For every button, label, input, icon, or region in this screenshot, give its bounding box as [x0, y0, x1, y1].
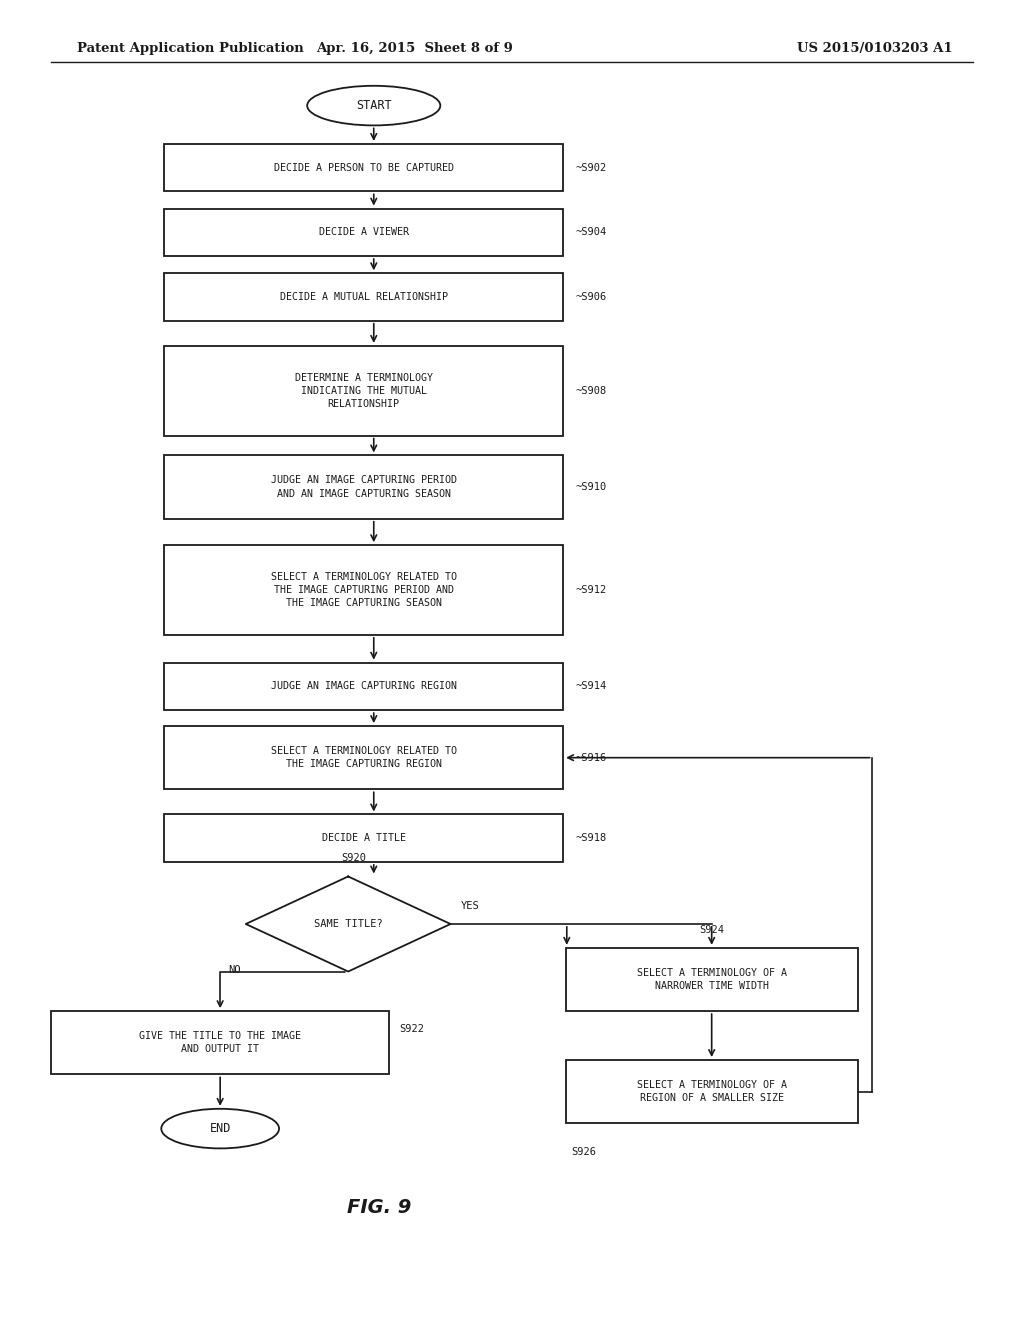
Text: SELECT A TERMINOLOGY RELATED TO
THE IMAGE CAPTURING REGION: SELECT A TERMINOLOGY RELATED TO THE IMAG… [270, 746, 457, 770]
Ellipse shape [307, 86, 440, 125]
Text: S922: S922 [399, 1024, 424, 1035]
Text: SELECT A TERMINOLOGY OF A
REGION OF A SMALLER SIZE: SELECT A TERMINOLOGY OF A REGION OF A SM… [637, 1080, 786, 1104]
Text: ~S906: ~S906 [575, 292, 607, 302]
FancyBboxPatch shape [164, 273, 563, 321]
FancyBboxPatch shape [164, 663, 563, 710]
FancyBboxPatch shape [565, 1060, 857, 1123]
FancyBboxPatch shape [164, 144, 563, 191]
Text: S920: S920 [341, 853, 366, 863]
Text: ~S904: ~S904 [575, 227, 607, 238]
Text: ~S910: ~S910 [575, 482, 607, 492]
Text: END: END [210, 1122, 230, 1135]
Text: ~S914: ~S914 [575, 681, 607, 692]
Text: GIVE THE TITLE TO THE IMAGE
AND OUTPUT IT: GIVE THE TITLE TO THE IMAGE AND OUTPUT I… [139, 1031, 301, 1055]
Text: ~S912: ~S912 [575, 585, 607, 595]
Text: Patent Application Publication: Patent Application Publication [77, 42, 303, 55]
Text: ~S916: ~S916 [575, 752, 607, 763]
Text: YES: YES [461, 900, 479, 911]
Text: SELECT A TERMINOLOGY OF A
NARROWER TIME WIDTH: SELECT A TERMINOLOGY OF A NARROWER TIME … [637, 968, 786, 991]
Text: ~S918: ~S918 [575, 833, 607, 843]
Text: START: START [356, 99, 391, 112]
Text: S924: S924 [699, 924, 724, 935]
Text: ~S908: ~S908 [575, 385, 607, 396]
Text: NO: NO [228, 965, 241, 975]
FancyBboxPatch shape [164, 455, 563, 519]
Text: SAME TITLE?: SAME TITLE? [313, 919, 383, 929]
Text: S926: S926 [571, 1147, 596, 1158]
Text: ~S902: ~S902 [575, 162, 607, 173]
FancyBboxPatch shape [51, 1011, 389, 1074]
Text: SELECT A TERMINOLOGY RELATED TO
THE IMAGE CAPTURING PERIOD AND
THE IMAGE CAPTURI: SELECT A TERMINOLOGY RELATED TO THE IMAG… [270, 572, 457, 609]
Text: DECIDE A PERSON TO BE CAPTURED: DECIDE A PERSON TO BE CAPTURED [273, 162, 454, 173]
Text: Apr. 16, 2015  Sheet 8 of 9: Apr. 16, 2015 Sheet 8 of 9 [316, 42, 513, 55]
Text: JUDGE AN IMAGE CAPTURING PERIOD
AND AN IMAGE CAPTURING SEASON: JUDGE AN IMAGE CAPTURING PERIOD AND AN I… [270, 475, 457, 499]
FancyBboxPatch shape [565, 948, 857, 1011]
Ellipse shape [162, 1109, 279, 1148]
FancyBboxPatch shape [164, 726, 563, 789]
FancyBboxPatch shape [164, 346, 563, 436]
FancyBboxPatch shape [164, 545, 563, 635]
Text: DECIDE A TITLE: DECIDE A TITLE [322, 833, 406, 843]
Text: DECIDE A MUTUAL RELATIONSHIP: DECIDE A MUTUAL RELATIONSHIP [280, 292, 447, 302]
Text: DECIDE A VIEWER: DECIDE A VIEWER [318, 227, 409, 238]
Text: FIG. 9: FIG. 9 [347, 1199, 411, 1217]
Polygon shape [246, 876, 451, 972]
Text: DETERMINE A TERMINOLOGY
INDICATING THE MUTUAL
RELATIONSHIP: DETERMINE A TERMINOLOGY INDICATING THE M… [295, 372, 432, 409]
FancyBboxPatch shape [164, 209, 563, 256]
FancyBboxPatch shape [164, 814, 563, 862]
Text: JUDGE AN IMAGE CAPTURING REGION: JUDGE AN IMAGE CAPTURING REGION [270, 681, 457, 692]
Text: US 2015/0103203 A1: US 2015/0103203 A1 [797, 42, 952, 55]
